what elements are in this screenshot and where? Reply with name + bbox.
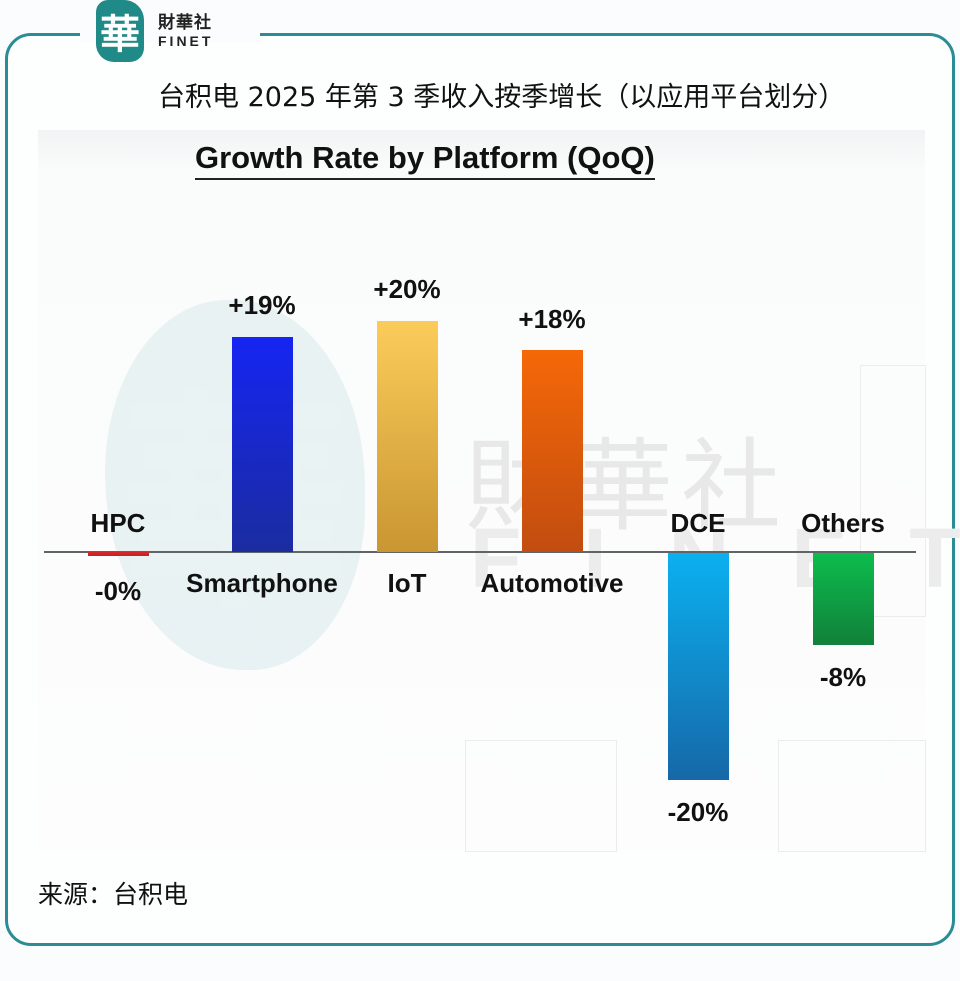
logo-name-cn: 財華社 [158,13,212,32]
bg-grid-box [860,365,926,617]
bar-iot [377,321,438,552]
bg-grid-box [778,740,926,852]
value-label: -20% [667,797,729,827]
value-label: +18% [518,304,586,334]
value-label: +19% [228,290,296,320]
value-label: -8% [819,662,867,692]
bar-automotive [522,350,583,552]
page-title: 台积电 2025 年第 3 季收入按季增长（以应用平台划分） [158,82,846,113]
category-label: IoT [387,568,427,598]
bg-grid-box [465,740,617,852]
zero-axis-line [44,551,916,553]
category-label: Smartphone [186,568,338,598]
bar-others [813,553,874,645]
value-label: -0% [94,576,142,606]
category-label: HPC [90,508,146,538]
bar-dce [668,553,729,780]
logo-badge-icon: 華 [96,0,144,62]
bar-hpc [88,552,149,556]
category-label: DCE [670,508,726,538]
value-label: +20% [373,274,441,304]
chart-title: Growth Rate by Platform (QoQ) [195,140,655,180]
source-note: 来源：台积电 [38,880,189,909]
watermark-text-cn: 財華社 [465,428,789,545]
category-label: Automotive [480,568,624,598]
logo-name-en: FINET [158,33,214,49]
finet-logo: 華 財華社 FINET [96,0,213,62]
bar-smartphone [232,337,293,552]
category-label: Others [801,508,885,538]
